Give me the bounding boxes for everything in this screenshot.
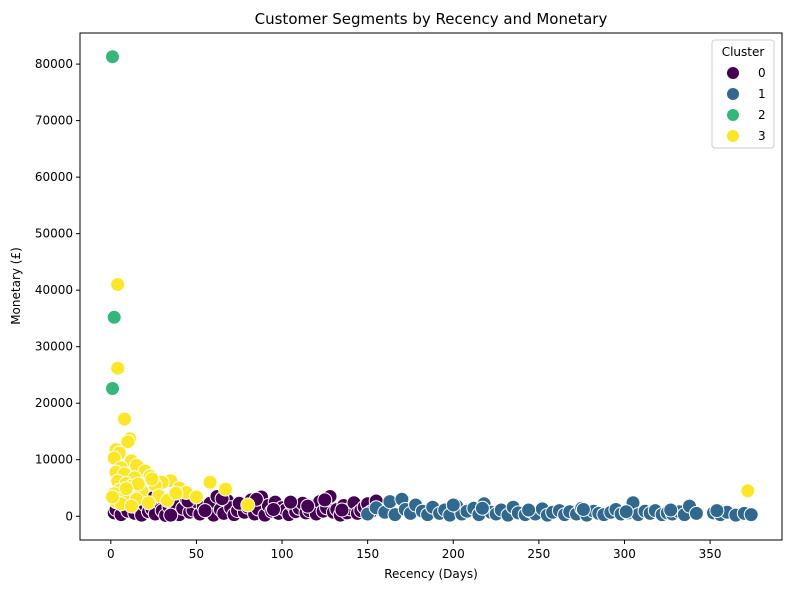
data-point-cluster-1 — [474, 500, 490, 516]
legend-title: Cluster — [722, 45, 765, 59]
data-point-cluster-1 — [618, 504, 634, 520]
x-tick-label: 150 — [356, 547, 379, 561]
data-point-cluster-0 — [300, 498, 316, 514]
legend-marker-cluster-0 — [726, 66, 740, 80]
data-point-cluster-3 — [240, 497, 256, 513]
chart-title: Customer Segments by Recency and Monetar… — [255, 10, 608, 28]
data-point-cluster-1 — [663, 502, 679, 518]
legend-label-cluster-3: 3 — [758, 129, 766, 143]
legend-marker-cluster-2 — [726, 108, 740, 122]
x-tick-label: 50 — [189, 547, 204, 561]
data-point-cluster-1 — [743, 507, 759, 523]
y-tick-label: 80000 — [35, 57, 73, 71]
legend: Cluster 0 1 2 3 — [711, 39, 775, 149]
legend-items: 0 1 2 3 — [726, 66, 766, 143]
y-tick-label: 60000 — [35, 170, 73, 184]
data-point-cluster-0 — [317, 492, 333, 508]
data-point-cluster-3 — [740, 483, 756, 499]
points-layer — [105, 49, 759, 523]
data-point-cluster-1 — [445, 497, 461, 513]
y-tick-label: 50000 — [35, 227, 73, 241]
data-point-cluster-3 — [202, 474, 218, 490]
data-point-cluster-1 — [688, 505, 704, 521]
data-point-cluster-3 — [110, 277, 126, 292]
y-tick-label: 10000 — [35, 453, 73, 467]
x-tick-label: 350 — [699, 547, 722, 561]
data-point-cluster-3 — [117, 411, 132, 427]
x-tick-label: 200 — [442, 547, 465, 561]
x-tick-label: 250 — [527, 547, 550, 561]
data-point-cluster-1 — [709, 503, 725, 519]
legend-box — [711, 39, 775, 149]
plot-area — [79, 32, 783, 541]
data-point-cluster-3 — [188, 489, 204, 505]
data-point-cluster-0 — [163, 507, 179, 523]
y-axis: 0 10000 20000 30000 40000 50000 60000 70000 8000… — [35, 57, 80, 523]
x-tick-label: 300 — [613, 547, 636, 561]
plot-frame — [79, 32, 783, 541]
legend-label-cluster-0: 0 — [758, 66, 766, 80]
y-axis-label: Monetary (£) — [9, 247, 23, 325]
data-point-cluster-3 — [120, 434, 136, 450]
data-point-cluster-1 — [575, 502, 591, 517]
x-axis: 0 50 100 150 200 250 300 350 — [107, 540, 722, 561]
data-point-cluster-3 — [218, 481, 233, 497]
legend-marker-cluster-1 — [726, 87, 740, 101]
y-tick-label: 30000 — [35, 340, 73, 354]
data-point-cluster-3 — [141, 495, 156, 511]
x-tick-label: 0 — [107, 547, 115, 561]
data-point-cluster-0 — [197, 503, 213, 519]
y-tick-label: 70000 — [35, 114, 73, 128]
data-point-cluster-3 — [118, 481, 134, 497]
data-point-cluster-0 — [266, 502, 281, 517]
legend-marker-cluster-3 — [726, 129, 740, 143]
y-tick-label: 40000 — [35, 283, 73, 297]
legend-label-cluster-2: 2 — [758, 108, 766, 122]
x-tick-label: 100 — [271, 547, 294, 561]
data-point-cluster-3 — [105, 489, 120, 505]
y-tick-label: 0 — [65, 509, 73, 523]
data-point-cluster-2 — [106, 309, 122, 325]
x-axis-label: Recency (Days) — [384, 567, 478, 581]
legend-label-cluster-1: 1 — [758, 87, 766, 101]
data-point-cluster-3 — [144, 471, 160, 487]
data-point-cluster-2 — [105, 381, 120, 396]
data-point-cluster-0 — [283, 494, 299, 510]
data-point-cluster-3 — [168, 485, 184, 501]
data-point-cluster-0 — [334, 502, 350, 518]
data-point-cluster-3 — [123, 498, 139, 514]
data-point-cluster-3 — [110, 360, 126, 376]
y-tick-label: 20000 — [35, 396, 73, 410]
data-point-cluster-1 — [521, 502, 537, 518]
data-point-cluster-2 — [105, 49, 120, 65]
